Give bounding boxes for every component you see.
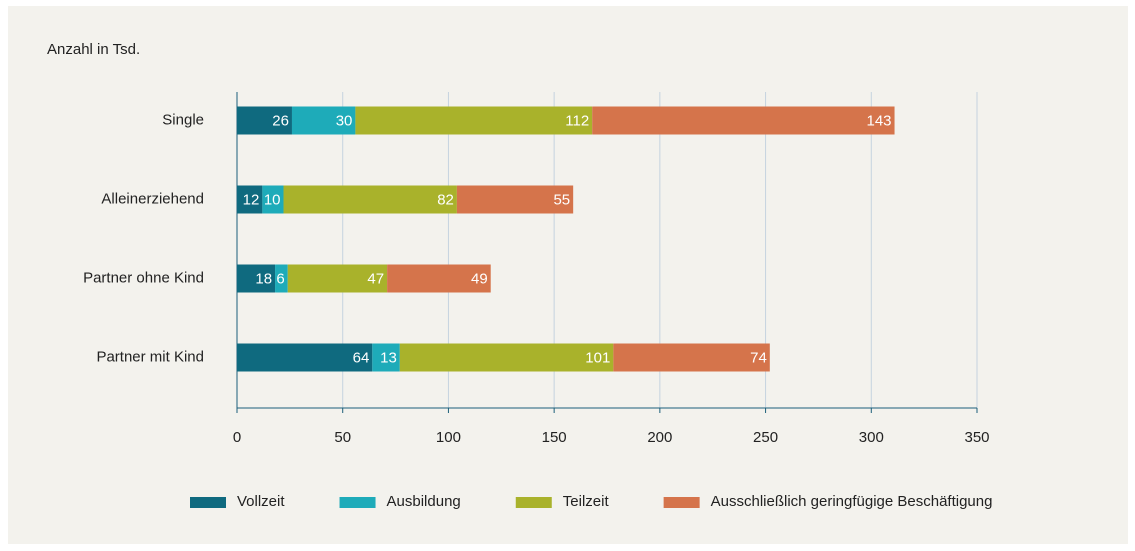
legend-label: Teilzeit (563, 493, 610, 510)
value-label: 26 (272, 112, 289, 129)
bar-segment (275, 264, 288, 293)
value-label: 143 (867, 112, 892, 129)
legend-label: Ausschließlich geringfügige Beschäftigun… (711, 493, 993, 510)
bar-segment (262, 185, 284, 214)
legend-swatch (190, 497, 226, 508)
bar-segment (237, 264, 276, 293)
value-label: 49 (471, 270, 488, 287)
y-tick-label: Alleinerziehend (101, 190, 204, 207)
bar-segment (237, 106, 292, 135)
bar-segment (287, 264, 388, 293)
legend-label: Ausbildung (387, 493, 461, 510)
value-label: 82 (437, 191, 454, 208)
y-tick-label: Single (162, 111, 204, 128)
value-label: 64 (353, 349, 370, 366)
y-tick-label: Partner ohne Kind (83, 269, 204, 286)
value-label: 18 (255, 270, 272, 287)
legend-swatch (663, 497, 700, 508)
x-tick-label: 300 (859, 429, 884, 446)
value-label: 13 (380, 349, 397, 366)
bar-segment (355, 106, 593, 135)
bar-segment (372, 343, 400, 372)
bar-segment (387, 264, 491, 293)
bar-segment (237, 343, 373, 372)
chart-title: Anzahl in Tsd. (47, 41, 140, 58)
panel (8, 6, 1128, 544)
bar-segment (613, 343, 770, 372)
value-label: 74 (750, 349, 767, 366)
y-tick-label: Partner mit Kind (96, 348, 204, 365)
value-label: 55 (553, 191, 570, 208)
bar-segment (291, 106, 356, 135)
legend-swatch (339, 497, 376, 508)
bar-segment (592, 106, 895, 135)
legend-swatch (515, 497, 552, 508)
bar-segment (456, 185, 574, 214)
x-tick-label: 100 (436, 429, 461, 446)
legend-label: Vollzeit (237, 493, 285, 510)
value-label: 10 (264, 191, 281, 208)
bar-segment (399, 343, 614, 372)
x-tick-label: 150 (542, 429, 567, 446)
value-label: 6 (276, 270, 284, 287)
value-label: 112 (565, 112, 589, 129)
value-label: 101 (585, 349, 610, 366)
x-tick-label: 200 (647, 429, 672, 446)
x-tick-label: 250 (753, 429, 778, 446)
bar-segment (283, 185, 457, 214)
value-label: 12 (243, 191, 260, 208)
x-tick-label: 0 (233, 429, 241, 446)
value-label: 30 (336, 112, 353, 129)
bar-segment (237, 185, 263, 214)
value-label: 47 (367, 270, 384, 287)
x-tick-label: 50 (334, 429, 351, 446)
x-tick-label: 350 (964, 429, 989, 446)
